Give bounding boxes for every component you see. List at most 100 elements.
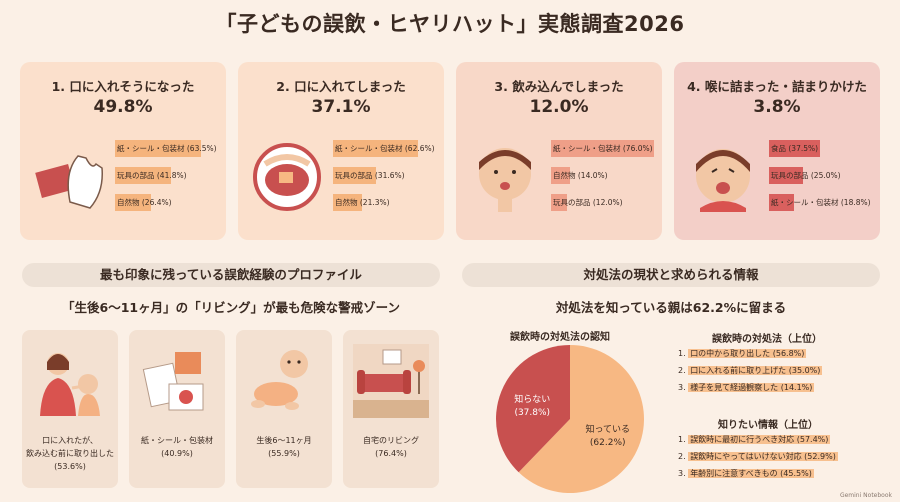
bar-label: 玩具の部品 (25.0%) [771,171,841,180]
bar-label: 紙・シール・包装材 (76.0%) [553,144,653,153]
bar-label: 紙・シール・包装材 (63.5%) [117,144,217,153]
bar-label: 紙・シール・包装材 (62.6%) [335,144,435,153]
category-card-2: 2. 口に入れてしまった 37.1% 紙・シール・包装材 (62.6%) 玩具の部品 … [238,62,444,240]
bar-label: 自然物 (21.3%) [335,198,390,207]
category-illustration [253,143,321,211]
bar-label: 紙・シール・包装材 (18.8%) [771,198,871,207]
bar-row: 玩具の部品 (31.6%) [333,167,441,184]
category-card-title: 1. 口に入れそうになった [51,79,195,94]
bar-row: 紙・シール・包装材 (62.6%) [333,140,441,157]
wanted-info-item-3: 3. 年齢別に注意すべきもの (45.5%) [678,468,814,480]
bar-row: 玩具の部品 (25.0%) [769,167,877,184]
category-card-title: 4. 喉に詰まった・詰まりかけた [687,79,867,94]
bar-row: 紙・シール・包装材 (63.5%) [115,140,223,157]
rank-text: 様子を見て経過観察した (14.1%) [688,383,815,392]
wanted-info-item-2: 2. 誤飲時にやってはいけない対応 (52.9%) [678,451,838,463]
profile-item-label: 紙・シール・包装材 [141,436,213,445]
response-heading: 対処法の現状と求められる情報 [462,263,880,287]
bar [769,194,794,211]
bar-label: 食品 (37.5%) [771,144,819,153]
bar [551,167,570,184]
pie-slice-value: (62.2%) [590,438,626,448]
bar [115,167,171,184]
bar-row: 紙・シール・包装材 (76.0%) [551,140,659,157]
actions-list-title: 誤飲時の対処法（上位） [712,334,822,345]
pie-title: 誤飲時の対処法の認知 [510,332,610,343]
rank-number: 2. [678,366,686,375]
parent-child-illustration [40,353,100,416]
category-illustration [479,148,531,212]
profile-place-value: (76.4%) [375,449,407,458]
profile-heading: 最も印象に残っている誤飲経験のプロファイル [22,263,440,287]
category-bar-chart: 紙・シール・包装材 (76.0%) 自然物 (14.0%) 玩具の部品 (12.0%… [551,140,659,221]
profile-age-value: (55.9%) [268,449,300,458]
bar-row: 玩具の部品 (41.8%) [115,167,223,184]
wanted-info-list-title: 知りたい情報（上位） [718,420,818,431]
bar-row: 自然物 (26.4%) [115,194,223,211]
page-title: 「子どもの誤飲・ヒヤリハット」実態調査2026 [215,12,685,36]
bar-row: 自然物 (14.0%) [551,167,659,184]
bar [769,140,820,157]
category-card-percent: 37.1% [311,97,371,117]
living-room-icon [353,344,429,418]
response-subheading: 対処法を知っている親は62.2%に留まる [555,300,787,315]
paper-sticker-icon [142,352,204,411]
awareness-pie-chart: 知っている (62.2%) 知らない (37.8%) [496,345,644,493]
profile-action-value: (53.6%) [54,462,86,471]
rank-number: 3. [678,469,686,478]
category-bar-chart: 食品 (37.5%) 玩具の部品 (25.0%) 紙・シール・包装材 (18.8%) [769,140,877,221]
category-illustration [35,155,103,209]
rank-number: 3. [678,383,686,392]
profile-card-item: 紙・シール・包装材 (40.9%) [129,330,225,488]
category-card-percent: 3.8% [753,97,801,117]
action-item-3: 3. 様子を見て経過観察した (14.1%) [678,382,815,394]
bar [333,140,418,157]
rank-text: 誤飲時に最初に行うべき対応 (57.4%) [688,435,831,444]
brand-watermark: Gemini Notebook [839,492,892,499]
category-card-3: 3. 飲み込んでしまった 12.0% 紙・シール・包装材 (76.0%) 自然物 (1… [456,62,662,240]
rank-text: 誤飲時にやってはいけない対応 (52.9%) [688,452,838,461]
pie-slice-label: 知らない [514,393,550,405]
profile-action-label-2: 飲み込む前に取り出した [26,449,114,458]
pie-slice-value: (37.8%) [514,408,550,418]
action-item-1: 1. 口の中から取り出した (56.8%) [678,348,807,360]
profile-card-age: 生後6〜11ヶ月 (55.9%) [236,330,332,488]
category-bar-chart: 紙・シール・包装材 (62.6%) 玩具の部品 (31.6%) 自然物 (21.3%… [333,140,441,221]
profile-card-place: 自宅のリビング (76.4%) [343,330,439,488]
bar-row: 玩具の部品 (12.0%) [551,194,659,211]
pie-slice-1 [518,345,644,493]
bar-row: 紙・シール・包装材 (18.8%) [769,194,877,211]
profile-item-value: (40.9%) [161,449,193,458]
wanted-info-item-1: 1. 誤飲時に最初に行うべき対応 (57.4%) [678,434,831,446]
bar-label: 玩具の部品 (31.6%) [335,171,405,180]
category-card-title: 3. 飲み込んでしまった [494,79,624,94]
category-card-percent: 49.8% [93,97,153,117]
category-bar-chart: 紙・シール・包装材 (63.5%) 玩具の部品 (41.8%) 自然物 (26.4%… [115,140,223,221]
bar [551,194,567,211]
bar [551,140,654,157]
profile-age-label: 生後6〜11ヶ月 [256,436,312,445]
bar [769,167,803,184]
rank-number: 2. [678,452,686,461]
bar-row: 食品 (37.5%) [769,140,877,157]
bar [115,194,151,211]
pie-slice-label: 知っている [585,423,630,435]
category-illustration [696,149,750,212]
category-card-4: 4. 喉に詰まった・詰まりかけた 3.8% 食品 (37.5%) 玩具の部品 (25.… [674,62,880,240]
bar [333,167,376,184]
category-card-1: 1. 口に入れそうになった 49.8% 紙・シール・包装材 (63.5%) 玩具の部品… [20,62,226,240]
profile-card-action: 口に入れたが、 飲み込む前に取り出した (53.6%) [22,330,118,488]
rank-text: 口に入れる前に取り上げた (35.0%) [688,366,823,375]
action-item-2: 2. 口に入れる前に取り上げた (35.0%) [678,365,823,377]
profile-place-label: 自宅のリビング [363,436,419,445]
profile-subheading: 「生後6〜11ヶ月」の「リビング」が最も危険な警戒ゾーン [62,300,400,315]
rank-text: 口の中から取り出した (56.8%) [688,349,807,358]
rank-number: 1. [678,349,686,358]
bar-label: 玩具の部品 (12.0%) [553,198,623,207]
category-card-percent: 12.0% [529,97,589,117]
pie-slice-2 [496,345,570,473]
bar-row: 自然物 (21.3%) [333,194,441,211]
bar [115,140,201,157]
bar [333,194,362,211]
bar-label: 自然物 (26.4%) [117,198,172,207]
